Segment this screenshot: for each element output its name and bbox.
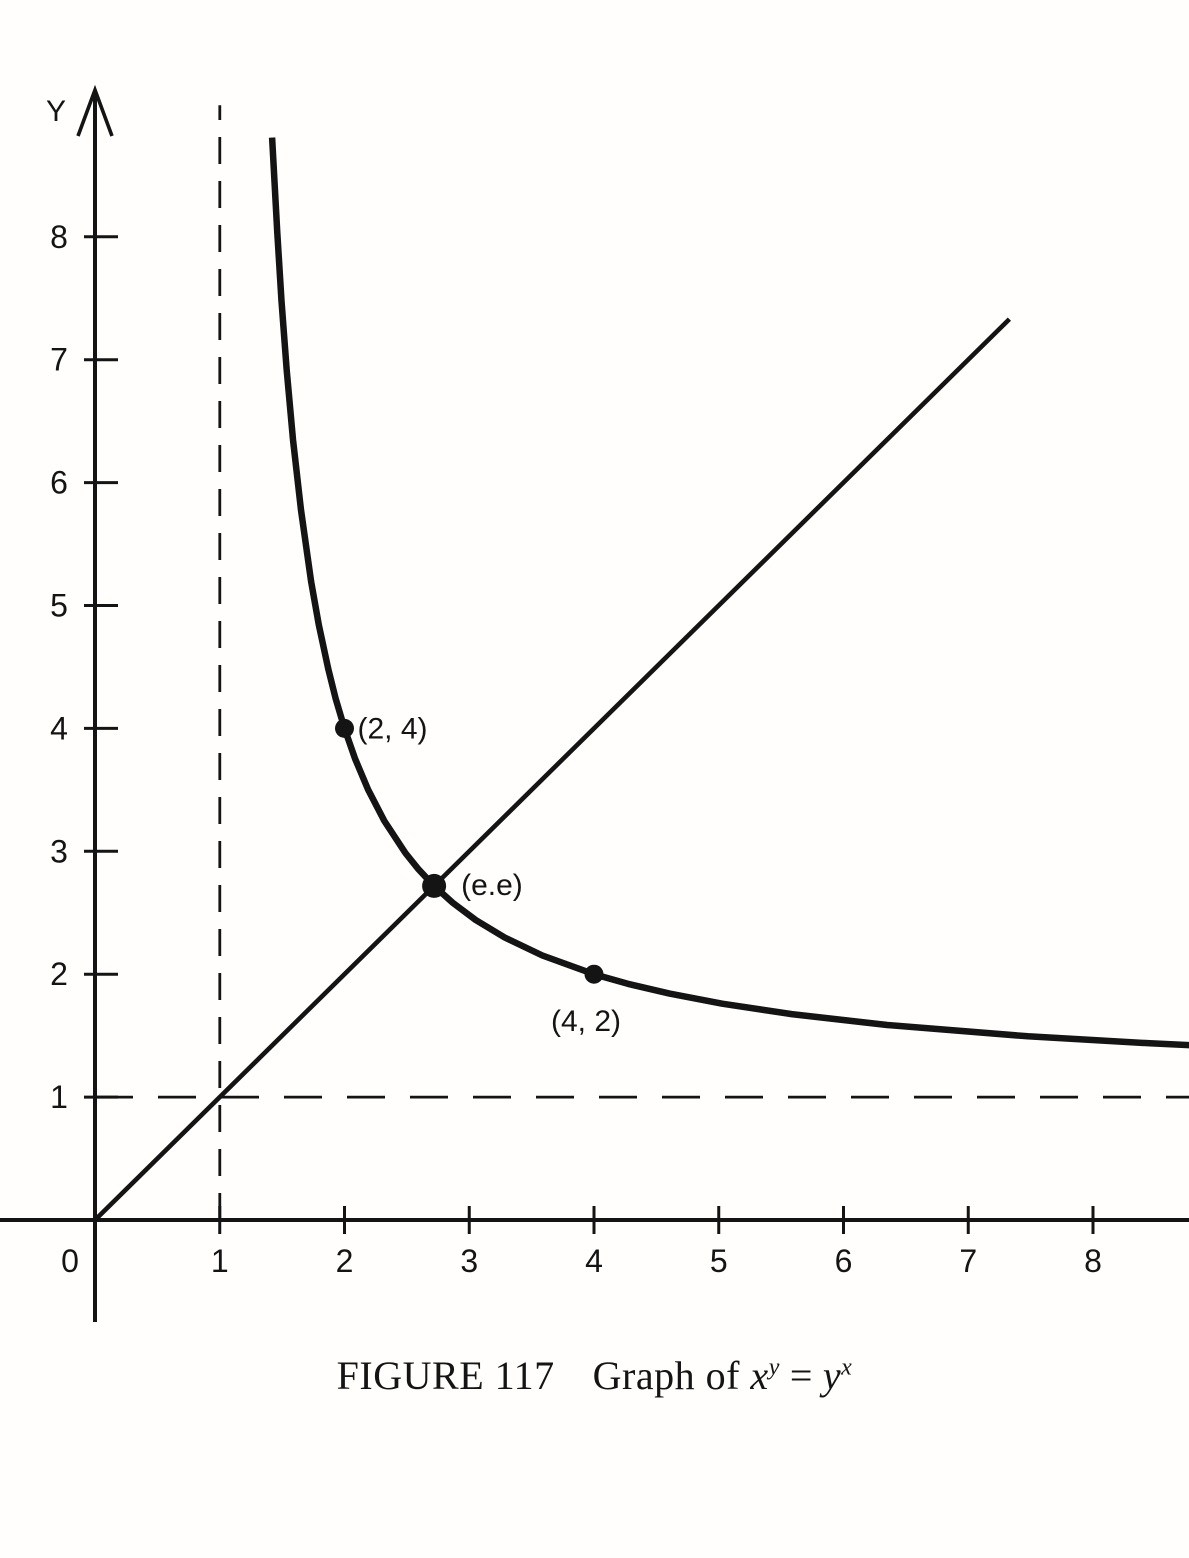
point-label-1: (e.e) (461, 869, 523, 902)
caption-prefix: Graph of (592, 1353, 740, 1398)
formula-lhs-base: x (750, 1353, 769, 1398)
series-identity (93, 317, 1012, 1222)
y-axis-arrowhead-icon (76, 84, 114, 137)
formula-equals: = (789, 1353, 813, 1398)
point-label-0: (2, 4) (358, 712, 428, 745)
x-tick-label-1: 1 (211, 1243, 229, 1279)
y-tick-label-4: 4 (50, 710, 68, 746)
figure-caption: FIGURE 117 Graph of xy = yx (0, 1352, 1189, 1399)
point-dot-1 (422, 873, 447, 898)
x-tick-label-5: 5 (710, 1243, 728, 1279)
y-tick-label-7: 7 (50, 342, 68, 378)
y-tick-label-1: 1 (50, 1079, 68, 1115)
x-tick-label-8: 8 (1084, 1243, 1102, 1279)
y-axis-label: Y (46, 95, 66, 128)
x-tick-label-3: 3 (460, 1243, 478, 1279)
formula-lhs-exp-letter: y (768, 1354, 780, 1381)
caption-formula: xy = yx (750, 1353, 852, 1398)
formula-rhs-exp-letter: x (841, 1354, 853, 1381)
x-tick-label-4: 4 (585, 1243, 603, 1279)
point-dot-0 (335, 718, 354, 738)
y-tick-label-5: 5 (50, 588, 68, 624)
point-label-2: (4, 2) (551, 1005, 621, 1038)
y-tick-label-2: 2 (50, 956, 68, 992)
formula-rhs-base: y (822, 1353, 842, 1398)
x-tick-label-6: 6 (835, 1243, 853, 1279)
graph-canvas: 1 2 3 4 5 6 7 8 1 2 3 4 5 6 7 8 0 Y (2, 4) (e.e) (4, 2) (0, 84, 1189, 1322)
y-tick-label-3: 3 (50, 833, 68, 869)
x-tick-label-2: 2 (336, 1243, 354, 1279)
origin-label: 0 (61, 1243, 79, 1279)
series-curve (268, 137, 1189, 1049)
formula-lhs-exp: y (769, 1355, 780, 1381)
x-tick-label-7: 7 (959, 1243, 977, 1279)
figure-label: FIGURE 117 (336, 1353, 555, 1398)
y-tick-label-8: 8 (50, 219, 68, 255)
formula-rhs-exp: x (841, 1355, 852, 1381)
point-dot-2 (584, 964, 604, 984)
y-tick-label-6: 6 (50, 465, 68, 501)
